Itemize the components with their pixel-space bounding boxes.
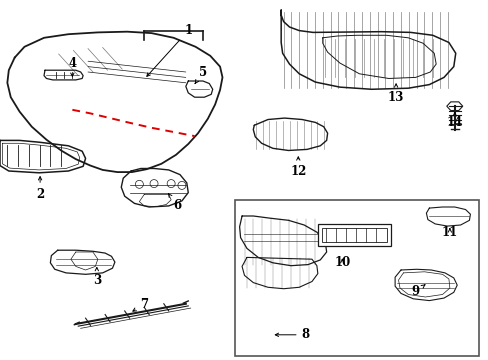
Text: 2: 2 xyxy=(36,177,44,201)
Text: 1: 1 xyxy=(146,24,192,76)
Text: 14: 14 xyxy=(446,113,462,129)
Bar xyxy=(321,228,386,242)
Bar xyxy=(317,224,390,246)
Text: 13: 13 xyxy=(387,84,404,104)
Text: 12: 12 xyxy=(289,157,306,177)
Text: 7: 7 xyxy=(133,298,148,311)
Text: 11: 11 xyxy=(441,226,457,239)
Text: 6: 6 xyxy=(168,194,181,212)
Text: 4: 4 xyxy=(68,57,76,76)
Text: 5: 5 xyxy=(195,66,206,84)
Bar xyxy=(234,200,478,356)
Text: 8: 8 xyxy=(275,328,309,341)
Text: 9: 9 xyxy=(411,285,424,298)
Text: 10: 10 xyxy=(333,256,350,269)
Text: 3: 3 xyxy=(93,267,101,287)
